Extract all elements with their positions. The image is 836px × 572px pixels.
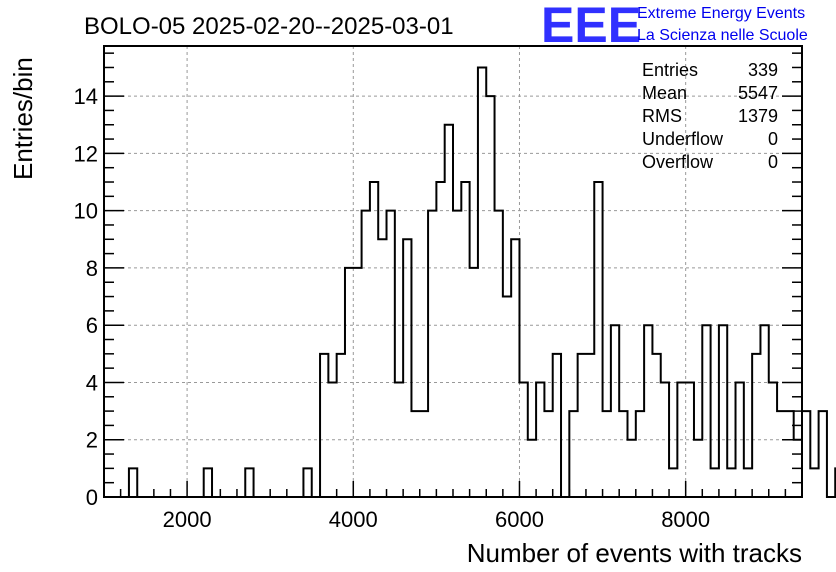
x-axis: 2000 4000 6000 8000 [103, 481, 803, 532]
histogram-line [127, 66, 836, 498]
logo-line-2: La Scienza nelle Scuole [637, 27, 808, 44]
y-tick-label: 4 [86, 370, 98, 395]
grid-lines [104, 46, 802, 497]
x-tick-label: 2000 [163, 507, 212, 532]
y-axis-title: Entries/bin [8, 57, 38, 180]
stats-label: RMS [642, 106, 682, 126]
x-tick-label: 4000 [329, 507, 378, 532]
y-tick-label: 8 [86, 256, 98, 281]
y-tick-label: 2 [86, 428, 98, 453]
stats-label: Mean [642, 83, 687, 103]
plot-frame [103, 45, 803, 498]
eee-logo: EEE Extreme Energy Events La Scienza nel… [541, 0, 808, 53]
logo-line-1: Extreme Energy Events [637, 5, 805, 22]
x-tick-label: 6000 [495, 507, 544, 532]
stats-value: 1379 [738, 106, 778, 126]
y-tick-label: 14 [74, 84, 98, 109]
stats-box: Entries 339 Mean 5547 RMS 1379 Underflow 0 Overf… [642, 60, 778, 172]
stats-value: 339 [748, 60, 778, 80]
stats-label: Entries [642, 60, 698, 80]
y-tick-label: 12 [74, 141, 98, 166]
stats-value: 5547 [738, 83, 778, 103]
stats-value: 0 [768, 129, 778, 149]
stats-label: Overflow [642, 152, 714, 172]
x-axis-title: Number of events with tracks [467, 538, 802, 568]
stats-value: 0 [768, 152, 778, 172]
chart-title: BOLO-05 2025-02-20--2025-03-01 [84, 13, 454, 40]
eee-logo-mark: EEE [541, 0, 641, 53]
x-tick-label: 8000 [661, 507, 710, 532]
y-tick-label: 10 [74, 199, 98, 224]
y-axis: 0 2 4 6 8 10 12 14 [74, 52, 802, 510]
y-tick-label: 0 [86, 485, 98, 510]
y-tick-label: 6 [86, 313, 98, 338]
stats-label: Underflow [642, 129, 724, 149]
